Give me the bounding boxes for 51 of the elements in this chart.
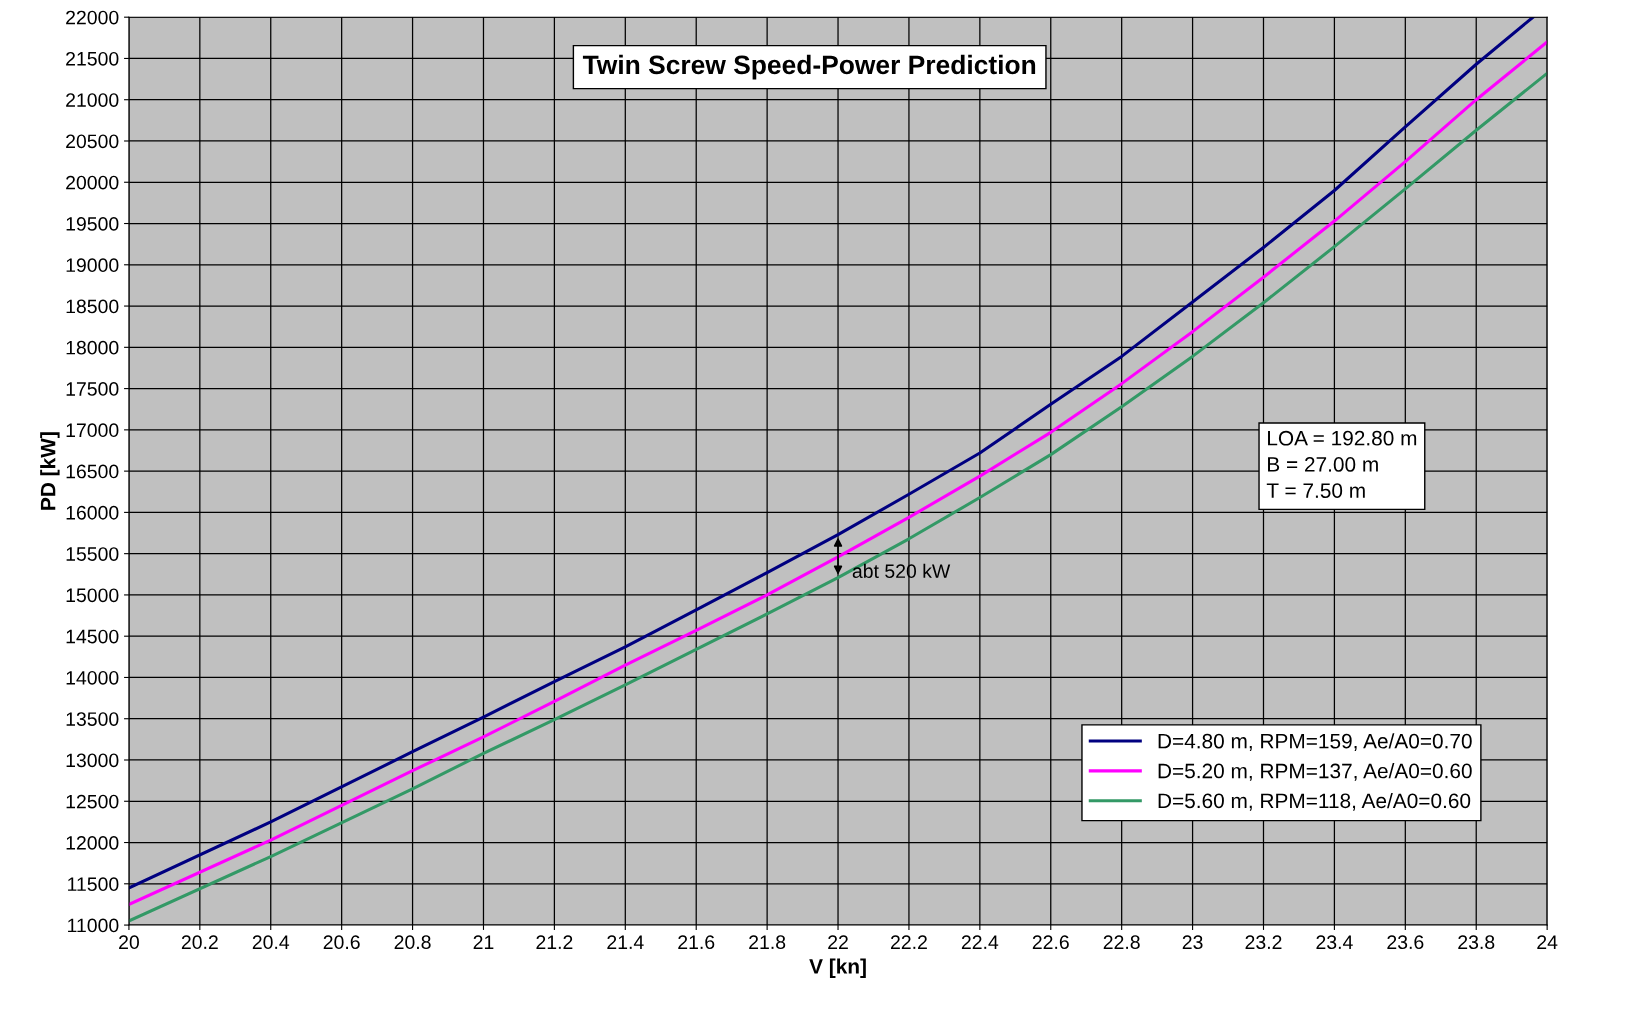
x-axis-title: V [kn]: [809, 958, 866, 978]
legend-label: D=4.80 m, RPM=159, Ae/A0=0.70: [1158, 733, 1472, 751]
x-tick-label: 21.2: [536, 935, 573, 949]
y-tick-label: 14500: [66, 629, 119, 644]
y-tick-label: 11500: [68, 877, 119, 892]
x-tick-label: 20.4: [252, 935, 290, 950]
y-axis-title: PD [kW]: [40, 432, 60, 510]
x-tick-label: 22.6: [1032, 935, 1069, 950]
y-tick-label: 16000: [66, 505, 119, 520]
y-tick-label: 12500: [66, 794, 119, 809]
x-tick-label: 20.2: [181, 935, 218, 950]
x-tick-label: 20: [119, 935, 139, 950]
y-tick-label: 15000: [66, 588, 119, 603]
y-tick-label: 11000: [68, 918, 119, 933]
x-tick-label: 23.8: [1458, 935, 1495, 950]
x-tick-label: 23: [1182, 935, 1203, 950]
x-tick-label: 23.2: [1245, 935, 1282, 950]
y-tick-label: 19500: [66, 216, 119, 231]
y-tick-label: 17000: [66, 423, 119, 438]
x-tick-label: 22.8: [1103, 935, 1140, 950]
x-tick-label: 22.2: [891, 935, 927, 949]
y-tick-label: 14000: [66, 670, 119, 685]
y-tick-label: 12000: [66, 836, 119, 850]
y-tick-label: 15500: [66, 547, 119, 561]
x-tick-label: 23.6: [1387, 935, 1424, 950]
y-tick-label: 18500: [66, 299, 119, 314]
y-tick-label: 13000: [66, 753, 119, 768]
x-tick-label: 21.4: [607, 935, 644, 949]
legend-label: D=5.60 m, RPM=118, Ae/A0=0.60: [1158, 792, 1471, 811]
y-tick-label: 20000: [66, 175, 119, 190]
x-tick-label: 22: [828, 935, 848, 949]
x-tick-label: 22.4: [961, 935, 999, 949]
y-tick-label: 21000: [66, 93, 119, 107]
annotation: LOA = 192.80 m B = 27.00 m T = 7.50 m: [1266, 430, 1417, 498]
x-tick-label: 24: [1537, 935, 1558, 949]
x-tick-label: 23.4: [1316, 935, 1353, 950]
legend-label: D=5.20 m, RPM=137, Ae/A0=0.60: [1158, 763, 1472, 781]
x-tick-label: 20.8: [394, 935, 431, 950]
y-tick-label: 22000: [66, 10, 119, 25]
x-tick-label: 20.6: [323, 935, 360, 950]
y-tick-label: 16500: [66, 464, 119, 479]
text: Twin Screw Speed-Power Prediction: [582, 54, 1036, 80]
y-tick-label: 21500: [66, 51, 119, 66]
y-tick-label: 17500: [66, 382, 119, 396]
y-tick-label: 20500: [66, 134, 119, 149]
y-tick-label: 13500: [66, 712, 119, 726]
x-tick-label: 21.6: [678, 935, 715, 950]
x-tick-label: 21.8: [749, 935, 786, 950]
x-tick-label: 21: [473, 935, 494, 949]
y-tick-label: 19000: [66, 258, 119, 273]
y-tick-label: 18000: [66, 340, 119, 355]
